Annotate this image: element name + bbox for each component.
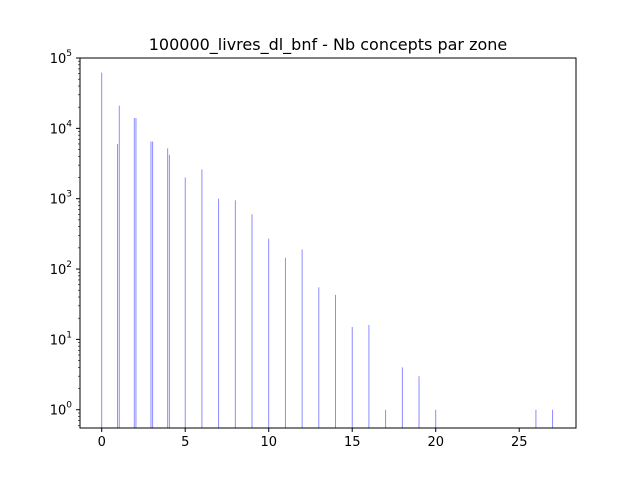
x-tick-label-2: 10 xyxy=(260,435,277,450)
bar-20 xyxy=(368,325,370,428)
bar-7 xyxy=(167,148,169,428)
bar-26 xyxy=(552,409,554,428)
bar-14 xyxy=(268,238,270,428)
bar-5 xyxy=(150,141,152,428)
chart-title: 100000_livres_dl_bnf - Nb concepts par z… xyxy=(149,35,508,55)
x-tick-label-1: 5 xyxy=(181,435,189,450)
bar-13 xyxy=(251,214,253,428)
x-tick-label-0: 0 xyxy=(98,435,106,450)
y-tick-label-2: 102 xyxy=(50,260,72,278)
bar-6 xyxy=(152,141,154,428)
bar-12 xyxy=(234,200,236,428)
bar-3 xyxy=(133,118,135,428)
bar-22 xyxy=(401,367,403,428)
bar-18 xyxy=(335,294,336,428)
bar-2 xyxy=(118,105,120,429)
bar-0 xyxy=(101,72,103,428)
bar-17 xyxy=(318,287,320,428)
x-tick-label-5: 25 xyxy=(511,435,528,450)
x-tick-label-4: 20 xyxy=(427,435,444,450)
y-axis: 100 101 102 103 104 105 xyxy=(50,49,80,426)
bar-4 xyxy=(135,118,137,428)
bars-group xyxy=(101,72,554,429)
bar-1 xyxy=(117,143,119,428)
y-tick-label-5: 105 xyxy=(50,49,72,67)
bar-8 xyxy=(168,154,170,428)
bar-19 xyxy=(351,327,353,428)
bar-23 xyxy=(418,376,420,428)
bar-11 xyxy=(218,198,220,428)
bar-25 xyxy=(535,409,537,428)
x-tick-label-3: 15 xyxy=(344,435,361,450)
y-tick-label-4: 104 xyxy=(50,119,73,137)
plot-area-frame xyxy=(79,57,577,429)
x-axis: 0 5 10 15 20 25 xyxy=(98,428,528,450)
y-tick-label-1: 101 xyxy=(50,330,72,348)
y-tick-label-0: 100 xyxy=(50,401,73,419)
bar-10 xyxy=(201,169,203,428)
bar-21 xyxy=(385,409,387,428)
bar-15 xyxy=(284,257,286,428)
bar-16 xyxy=(301,249,303,428)
bar-24 xyxy=(435,409,437,428)
y-tick-label-3: 103 xyxy=(50,190,72,208)
bar-9 xyxy=(184,177,186,428)
